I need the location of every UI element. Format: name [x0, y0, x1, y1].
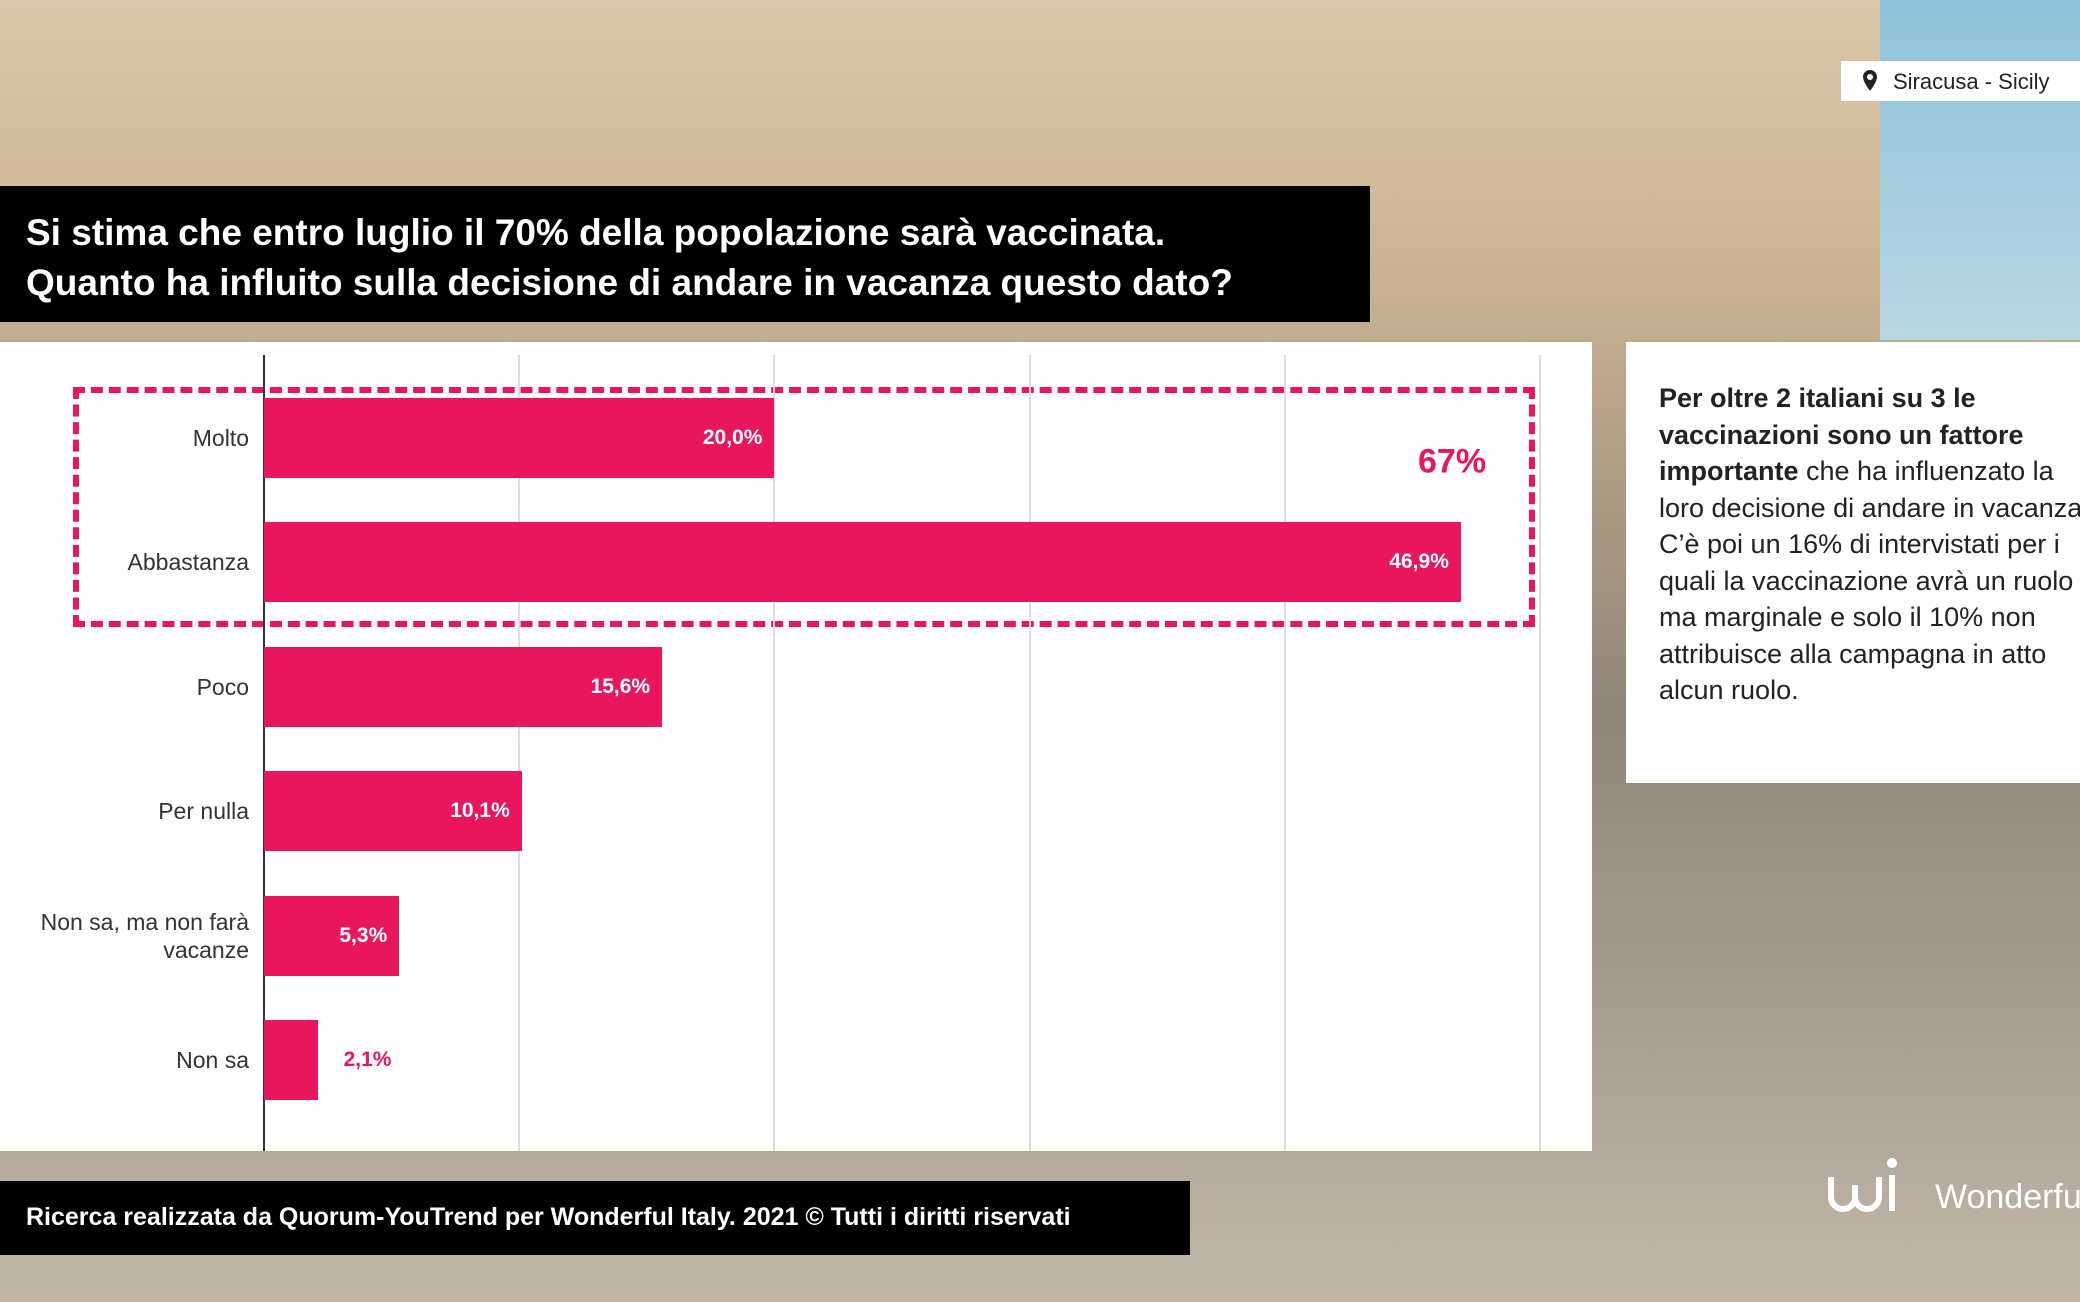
location-badge: Siracusa - Sicily	[1841, 61, 2080, 101]
side-note-body: che ha influenzato la loro decisione di …	[1659, 456, 2080, 705]
side-note-bold: Per oltre 2 italiani su 3 le vaccinazion…	[1659, 383, 2024, 486]
category-label: Non sa, ma non farà vacanze	[40, 908, 249, 963]
brand-name: Wonderful	[1935, 1178, 2080, 1216]
chart-panel: 67% Molto 20,0% Abbastanza 46,9% Poco 15,6% Pe…	[0, 342, 1592, 1151]
side-note: Per oltre 2 italiani su 3 le vaccinazion…	[1626, 342, 2080, 783]
bar	[264, 895, 400, 976]
value-label: 15,6%	[590, 674, 651, 698]
bar	[264, 646, 663, 727]
grid-line	[773, 355, 776, 1151]
value-label: 5,3%	[339, 923, 388, 947]
bar	[264, 398, 775, 478]
value-label: 46,9%	[1389, 550, 1449, 574]
value-label: 20,0%	[702, 426, 763, 449]
grid-line	[518, 355, 521, 1151]
brand-logo: Wonderful	[1820, 1150, 2080, 1230]
logo-mark	[1828, 1158, 1897, 1212]
bar	[264, 771, 522, 852]
highlight-box	[73, 387, 1535, 627]
footer: Ricerca realizzata da Quorum-YouTrend pe…	[0, 1181, 1190, 1255]
title-line: Si stima che entro luglio il 70% della p…	[26, 212, 1166, 253]
bar	[264, 522, 1461, 603]
location: Siracusa - Sicily	[1893, 69, 2050, 94]
category-label: Molto	[192, 425, 249, 451]
value-label: 10,1%	[450, 799, 510, 823]
category-label: Non sa	[176, 1047, 249, 1073]
title-box: Si stima che entro luglio il 70% della p…	[0, 186, 1370, 322]
grid-line	[1283, 355, 1286, 1151]
grid-line	[1539, 355, 1541, 1151]
title-line: Quanto ha influito sulla decisione di an…	[26, 262, 1233, 303]
side-note-text: Per oltre 2 italiani su 3 le vaccinazion…	[1659, 380, 2080, 709]
value-label: 2,1%	[343, 1048, 392, 1071]
category-label: Per nulla	[158, 798, 249, 825]
grid-line	[1028, 355, 1031, 1151]
annotation: 67%	[1418, 442, 1487, 481]
background-sky	[1880, 0, 2080, 340]
category-label: Poco	[196, 673, 249, 700]
axis-line	[263, 355, 265, 1151]
footer-text: Ricerca realizzata da Quorum-YouTrend pe…	[26, 1203, 1071, 1231]
bar	[264, 1020, 318, 1100]
pin-icon	[1863, 70, 1877, 91]
category-label: Abbastanza	[127, 549, 249, 576]
